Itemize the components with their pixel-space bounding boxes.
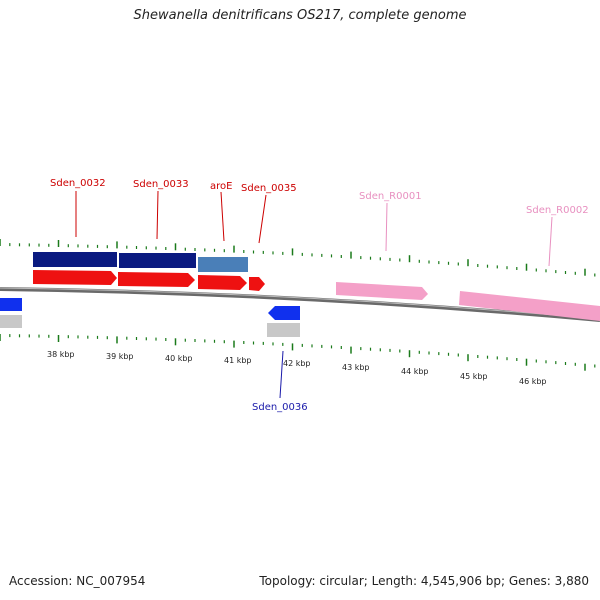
- gene-feature-sden-0033[interactable]: [119, 253, 196, 268]
- rrna-feature-sden-r0001[interactable]: [336, 282, 428, 300]
- leader-line-sden-0036: [279, 350, 284, 399]
- gene-label-aroE[interactable]: aroE: [210, 181, 232, 192]
- leader-line-aroE: [220, 191, 225, 242]
- topology-summary-text: Topology: circular; Length: 4,545,906 bp…: [259, 574, 589, 588]
- gene-label-sden-0032[interactable]: Sden_0032: [50, 178, 106, 189]
- cds-feature-sden-0036[interactable]: [268, 306, 300, 320]
- leader-line-sden-r0001: [385, 202, 388, 252]
- map-title: Shewanella denitrificans OS217, complete…: [133, 8, 467, 23]
- gene-feature-sden-0036[interactable]: [267, 323, 300, 337]
- gene-feature-sden-0032[interactable]: [33, 252, 117, 267]
- kbp-label-44: 44 kbp: [401, 367, 429, 376]
- leader-line-sden-0035: [258, 194, 267, 244]
- gene-label-sden-0036[interactable]: Sden_0036: [252, 402, 308, 413]
- gene-label-sden-0033[interactable]: Sden_0033: [133, 179, 189, 190]
- cds-feature-left-reverse[interactable]: [0, 298, 22, 311]
- accession-text: Accession: NC_007954: [9, 574, 146, 588]
- gene-feature-left-reverse[interactable]: [0, 315, 22, 328]
- cds-feature-aroE[interactable]: [198, 275, 247, 290]
- leader-line-sden-r0002: [548, 216, 553, 267]
- genome-backbone-highlight: [0, 287, 600, 320]
- kbp-label-46: 46 kbp: [519, 377, 547, 386]
- kbp-label-38: 38 kbp: [47, 350, 75, 359]
- cds-feature-sden-0033[interactable]: [118, 272, 195, 287]
- kbp-label-39: 39 kbp: [106, 352, 134, 361]
- kbp-label-42: 42 kbp: [283, 359, 311, 368]
- gene-label-sden-0035[interactable]: Sden_0035: [241, 183, 297, 194]
- gene-label-sden-r0001[interactable]: Sden_R0001: [359, 191, 422, 202]
- kbp-label-45: 45 kbp: [460, 372, 488, 381]
- kbp-label-40: 40 kbp: [165, 354, 193, 363]
- leader-line-sden-0033: [156, 190, 159, 240]
- kbp-label-43: 43 kbp: [342, 363, 370, 372]
- cds-feature-sden-0032[interactable]: [33, 270, 117, 285]
- upper-tick-ruler: [0, 239, 596, 277]
- lower-tick-ruler: [0, 334, 596, 371]
- gene-feature-aroE[interactable]: [198, 257, 248, 272]
- cds-feature-sden-0035[interactable]: [249, 277, 265, 291]
- genome-backbone: [0, 287, 600, 322]
- gene-label-sden-r0002[interactable]: Sden_R0002: [526, 205, 589, 216]
- rrna-feature-sden-r0002[interactable]: [459, 291, 600, 321]
- kbp-label-41: 41 kbp: [224, 356, 252, 365]
